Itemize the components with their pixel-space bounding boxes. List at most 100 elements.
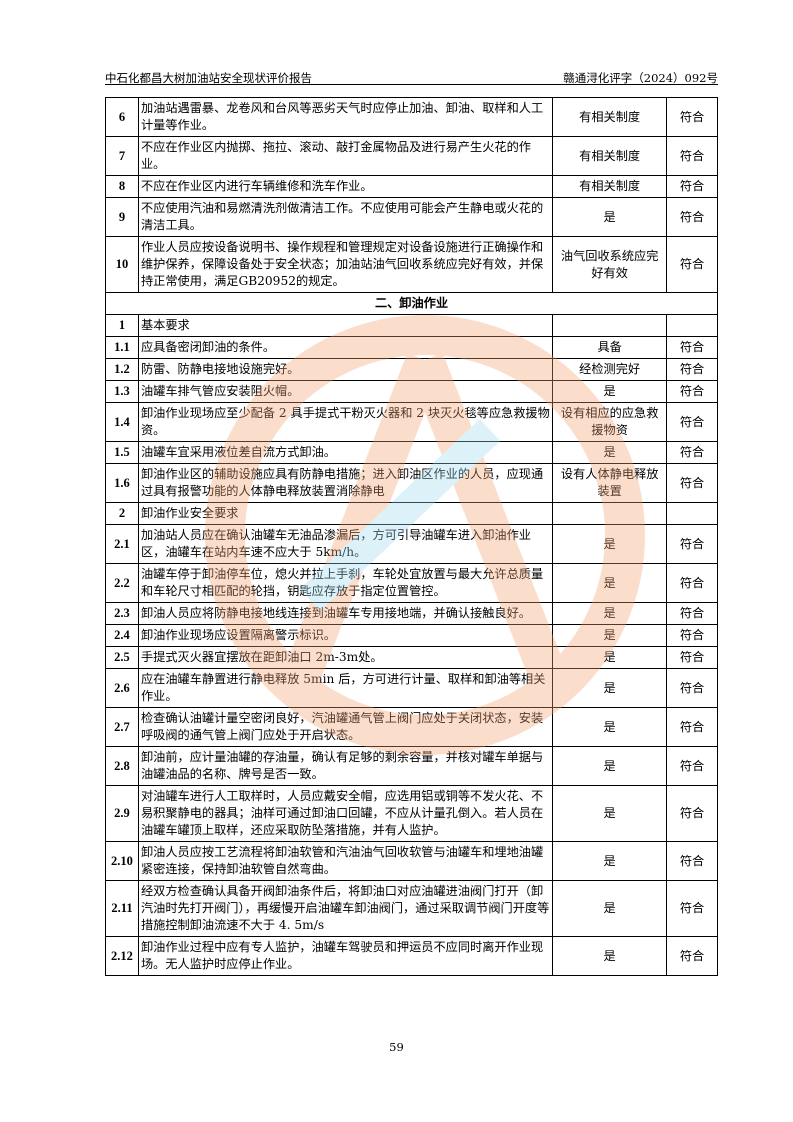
item-number: 2.7 (105, 707, 139, 747)
item-number: 2.9 (105, 785, 139, 842)
item-number: 2 (105, 502, 139, 525)
item-conclusion: 符合 (666, 236, 718, 293)
item-result: 是 (552, 602, 668, 625)
item-requirement: 油罐车排气管应安装阻火帽。 (137, 380, 554, 403)
item-number: 2.8 (105, 746, 139, 786)
item-conclusion: 符合 (666, 358, 718, 381)
item-number: 1.5 (105, 441, 139, 464)
item-conclusion (666, 502, 718, 525)
item-conclusion: 符合 (666, 841, 718, 881)
item-result: 是 (552, 197, 668, 237)
table-row: 6 加油站遇雷暴、龙卷风和台风等恶劣天气时应停止加油、卸油、取样和人工计量等作业。… (105, 97, 718, 137)
item-conclusion: 符合 (666, 936, 718, 976)
item-number: 1.4 (105, 402, 139, 442)
page-header: 中石化都昌大树加油站安全现状评价报告 赣通浔化评字（2024）092号 (105, 70, 718, 85)
report-title: 中石化都昌大树加油站安全现状评价报告 (105, 71, 312, 85)
item-conclusion: 符合 (666, 524, 718, 564)
item-requirement: 加油站人员应在确认油罐车无油品渗漏后，方可引导油罐车进入卸油作业区，油罐车在站内… (137, 524, 554, 564)
item-number: 1.3 (105, 380, 139, 403)
item-requirement: 防雷、防静电接地设施完好。 (137, 358, 554, 381)
table-row: 1.1 应具备密闭卸油的条件。 具备 符合 (105, 336, 718, 359)
item-number: 1.2 (105, 358, 139, 381)
item-number: 8 (105, 175, 139, 198)
item-number: 2.5 (105, 646, 139, 669)
item-requirement: 基本要求 (137, 314, 554, 337)
table-row: 2.12 卸油作业过程中应有专人监护，油罐车驾驶员和押运员不应同时离开作业现场。无… (105, 936, 718, 976)
item-conclusion: 符合 (666, 175, 718, 198)
item-requirement: 油罐车宜采用液位差自流方式卸油。 (137, 441, 554, 464)
table-row: 2.1 加油站人员应在确认油罐车无油品渗漏后，方可引导油罐车进入卸油作业区，油罐车… (105, 524, 718, 564)
item-requirement: 经双方检查确认具备开阀卸油条件后，将卸油口对应油罐进油阀门打开（卸汽油时先打开阀… (137, 880, 554, 937)
item-requirement: 不应使用汽油和易燃清洗剂做清洁工作。不应使用可能会产生静电或火花的清洁工具。 (137, 197, 554, 237)
item-conclusion: 符合 (666, 197, 718, 237)
table-row: 2.6 应在油罐车静置进行静电释放 5min 后，方可进行计量、取样和卸油等相关作… (105, 668, 718, 708)
item-number: 1.1 (105, 336, 139, 359)
item-result: 是 (552, 841, 668, 881)
item-requirement: 卸油前，应计量油罐的存油量，确认有足够的剩余容量，并核对罐车单据与油罐油品的名称… (137, 746, 554, 786)
table-row: 10 作业人员应按设备说明书、操作规程和管理规定对设备设施进行正确操作和维护保养，… (105, 236, 718, 293)
item-conclusion: 符合 (666, 624, 718, 647)
item-conclusion: 符合 (666, 136, 718, 176)
item-result: 是 (552, 880, 668, 937)
table-row: 1.3 油罐车排气管应安装阻火帽。是符合 (105, 380, 718, 403)
item-number: 1 (105, 314, 139, 337)
item-result: 是 (552, 563, 668, 603)
table-row: 2.7 检查确认油罐计量空密闭良好，汽油罐通气管上阀门应处于关闭状态，安装呼吸阀的… (105, 707, 718, 747)
item-requirement: 对油罐车进行人工取样时，人员应戴安全帽，应选用铝或铜等不发火花、不易积聚静电的器… (137, 785, 554, 842)
item-number: 2.6 (105, 668, 139, 708)
table-row: 7 不应在作业区内抛掷、拖拉、滚动、敲打金属物品及进行易产生火花的作业。 有相关制度… (105, 136, 718, 176)
item-result (552, 502, 668, 525)
item-number: 2.12 (105, 936, 139, 976)
item-conclusion: 符合 (666, 707, 718, 747)
item-requirement: 卸油作业现场应设置隔离警示标识。 (137, 624, 554, 647)
item-result: 是 (552, 707, 668, 747)
table-row: 1.2 防雷、防静电接地设施完好。 经检测完好 符合 (105, 358, 718, 381)
item-conclusion: 符合 (666, 441, 718, 464)
item-number: 7 (105, 136, 139, 176)
item-result: 具备 (552, 336, 668, 359)
item-requirement: 应具备密闭卸油的条件。 (137, 336, 554, 359)
item-result: 设有人体静电释放装置 (552, 463, 668, 503)
safety-checklist-table: 6 加油站遇雷暴、龙卷风和台风等恶劣天气时应停止加油、卸油、取样和人工计量等作业。… (105, 97, 718, 976)
item-number: 1.6 (105, 463, 139, 503)
item-result: 是 (552, 441, 668, 464)
table-row: 9 不应使用汽油和易燃清洗剂做清洁工作。不应使用可能会产生静电或火花的清洁工具。是… (105, 197, 718, 237)
item-result: 经检测完好 (552, 358, 668, 381)
table-row: 2.4 卸油作业现场应设置隔离警示标识。是符合 (105, 624, 718, 647)
item-result: 是 (552, 380, 668, 403)
item-requirement: 应在油罐车静置进行静电释放 5min 后，方可进行计量、取样和卸油等相关作业。 (137, 668, 554, 708)
item-requirement: 作业人员应按设备说明书、操作规程和管理规定对设备设施进行正确操作和维护保养，保障… (137, 236, 554, 293)
item-result: 是 (552, 624, 668, 647)
page-number: 59 (389, 1040, 404, 1054)
item-result: 油气回收系统应完好有效 (552, 236, 668, 293)
item-conclusion: 符合 (666, 746, 718, 786)
item-result (552, 314, 668, 337)
item-requirement: 手提式灭火器宜摆放在距卸油口 2m-3m处。 (137, 646, 554, 669)
item-result: 有相关制度 (552, 136, 668, 176)
item-result: 是 (552, 785, 668, 842)
item-number: 2.10 (105, 841, 139, 881)
table-row: 2.9 对油罐车进行人工取样时，人员应戴安全帽，应选用铝或铜等不发火花、不易积聚静… (105, 785, 718, 842)
table-row: 2.3 卸油人员应将防静电接地线连接到油罐车专用接地端，并确认接触良好。是符合 (105, 602, 718, 625)
item-result: 是 (552, 936, 668, 976)
item-requirement: 卸油作业安全要求 (137, 502, 554, 525)
item-requirement: 卸油作业现场应至少配备 2 具手提式干粉灭火器和 2 块灭火毯等应急救援物资。 (137, 402, 554, 442)
table-row: 2.2 油罐车停于卸油停车位，熄火并拉上手刹，车轮处宜放置与最大允许总质量和车轮尺… (105, 563, 718, 603)
section-title: 二、卸油作业 (105, 292, 718, 315)
table-row: 1.4 卸油作业现场应至少配备 2 具手提式干粉灭火器和 2 块灭火毯等应急救援物… (105, 402, 718, 442)
item-number: 9 (105, 197, 139, 237)
report-number: 赣通浔化评字（2024）092号 (563, 71, 718, 85)
item-result: 有相关制度 (552, 97, 668, 137)
item-requirement: 加油站遇雷暴、龙卷风和台风等恶劣天气时应停止加油、卸油、取样和人工计量等作业。 (137, 97, 554, 137)
table-row: 2.10 卸油人员应按工艺流程将卸油软管和汽油油气回收软管与油罐车和埋地油罐紧密连… (105, 841, 718, 881)
table-row: 2 卸油作业安全要求 (105, 502, 718, 525)
table-row: 1.5 油罐车宜采用液位差自流方式卸油。是符合 (105, 441, 718, 464)
item-result: 是 (552, 668, 668, 708)
item-result: 是 (552, 646, 668, 669)
item-conclusion: 符合 (666, 785, 718, 842)
item-conclusion: 符合 (666, 602, 718, 625)
item-conclusion: 符合 (666, 880, 718, 937)
item-conclusion: 符合 (666, 563, 718, 603)
item-result: 设有相应的应急救援物资 (552, 402, 668, 442)
item-result: 是 (552, 524, 668, 564)
